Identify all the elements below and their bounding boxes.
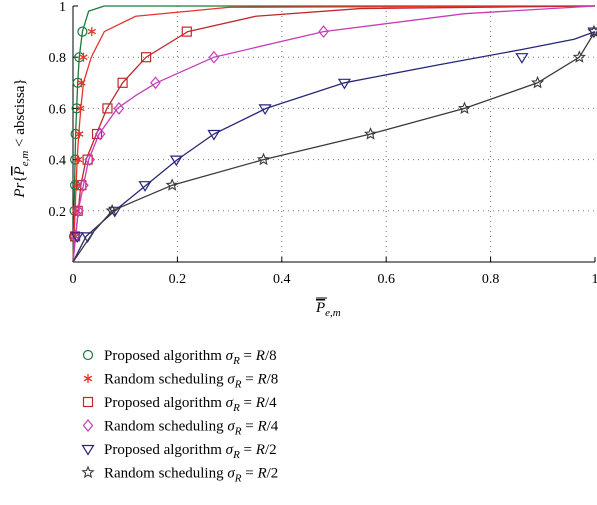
asterisk-stroke xyxy=(76,105,85,112)
y-tick-label: 0.4 xyxy=(49,154,67,169)
marker-diamond xyxy=(318,25,329,39)
marker-square xyxy=(181,26,192,37)
marker-star xyxy=(165,178,179,191)
marker-star xyxy=(81,465,95,479)
legend-item-5: Proposed algorithm σR = R/2 xyxy=(81,442,277,461)
marker-circle xyxy=(77,26,88,37)
x-axis-label: Pe,m xyxy=(315,297,341,319)
marker-asterisk xyxy=(87,27,97,37)
x-tick-label: 1 xyxy=(592,272,597,287)
series-line xyxy=(72,30,596,263)
asterisk-stroke xyxy=(75,131,84,137)
series-line xyxy=(72,5,596,263)
y-axis-label: Pr{Pe,m < abscissa} xyxy=(12,78,31,198)
legend-item-2: Random scheduling σR = R/8 xyxy=(83,372,278,391)
marker-asterisk xyxy=(83,374,93,383)
marker-diamond xyxy=(72,204,84,218)
asterisk-stroke xyxy=(87,28,97,35)
series-line xyxy=(72,5,596,263)
x-tick-label: 0.6 xyxy=(377,272,395,287)
marker-diamond xyxy=(94,127,106,141)
series-2 xyxy=(70,5,596,263)
marker-triangle xyxy=(337,78,352,90)
marker-circle xyxy=(69,154,81,165)
marker-diamond xyxy=(82,419,94,432)
series-3 xyxy=(69,5,596,263)
marker-asterisk xyxy=(79,52,88,62)
series-group xyxy=(68,5,597,263)
marker-square xyxy=(76,180,87,191)
legend-item-6: Random scheduling σR = R/2 xyxy=(81,465,278,485)
x-tick-label: 0.8 xyxy=(482,272,500,287)
marker-diamond xyxy=(150,76,161,90)
asterisk-stroke xyxy=(77,79,86,86)
series-1 xyxy=(68,5,595,263)
marker-triangle xyxy=(258,104,272,116)
legend: Proposed algorithm σR = R/8 Random schedu… xyxy=(81,348,279,485)
marker-asterisk xyxy=(76,103,85,113)
legend-label: Random scheduling σR = R/8 xyxy=(104,372,278,391)
x-tick-label: 0 xyxy=(70,272,77,287)
marker-triangle xyxy=(169,155,183,167)
marker-asterisk xyxy=(75,129,84,139)
marker-diamond xyxy=(78,178,89,192)
legend-label: Proposed algorithm σR = R/8 xyxy=(104,348,277,367)
legend-item-1: Proposed algorithm σR = R/8 xyxy=(82,348,277,367)
marker-triangle xyxy=(138,181,152,192)
legend-item-3: Proposed algorithm σR = R/4 xyxy=(82,395,277,414)
asterisk-stroke xyxy=(83,375,93,382)
marker-triangle xyxy=(207,129,221,141)
marker-diamond xyxy=(113,101,125,115)
marker-star xyxy=(530,75,545,89)
y-tick-label: 0.8 xyxy=(49,51,67,66)
marker-star xyxy=(587,24,597,38)
marker-circle xyxy=(82,349,94,361)
marker-star xyxy=(363,127,378,140)
marker-star xyxy=(256,152,271,166)
marker-diamond xyxy=(84,153,95,167)
y-tick-labels: 0.2 0.4 0.6 0.8 1 xyxy=(49,0,67,220)
x-tick-label: 0.4 xyxy=(273,272,291,287)
asterisk-stroke xyxy=(73,156,83,163)
series-6 xyxy=(72,24,597,263)
y-tick-label: 1 xyxy=(59,0,66,15)
marker-square xyxy=(102,103,113,114)
y-tick-label: 0.6 xyxy=(49,102,67,117)
asterisk-stroke xyxy=(79,54,88,61)
x-axis-label-text: Pe,m xyxy=(315,300,341,319)
marker-asterisk xyxy=(77,78,86,88)
x-tick-label: 0.2 xyxy=(169,272,187,287)
legend-label: Random scheduling σR = R/4 xyxy=(104,419,279,438)
marker-star xyxy=(572,50,586,63)
grid-lines xyxy=(73,6,595,262)
series-line xyxy=(72,31,596,263)
series-line xyxy=(72,5,595,263)
marker-diamond xyxy=(208,50,220,64)
marker-square xyxy=(117,77,128,88)
legend-label: Proposed algorithm σR = R/4 xyxy=(104,395,277,414)
axes xyxy=(72,5,596,263)
marker-triangle xyxy=(70,232,84,244)
series-line xyxy=(72,5,596,263)
series-5 xyxy=(70,27,597,263)
marker-star xyxy=(457,101,472,115)
x-tick-labels: 0 0.2 0.4 0.6 0.8 1 xyxy=(70,272,597,287)
y-axis-label-group: Pr{Pe,m < abscissa} xyxy=(12,78,31,198)
marker-square xyxy=(82,396,94,408)
legend-label: Random scheduling σR = R/2 xyxy=(104,466,278,485)
marker-triangle xyxy=(515,53,529,64)
marker-triangle xyxy=(81,444,95,456)
legend-item-4: Random scheduling σR = R/4 xyxy=(82,419,279,438)
y-axis-label-text: Pr{Pe,m < abscissa} xyxy=(12,78,31,198)
series-4 xyxy=(69,5,596,263)
y-tick-label: 0.2 xyxy=(49,205,67,220)
marker-asterisk xyxy=(73,155,83,165)
marker-square xyxy=(140,52,152,63)
marker-star xyxy=(105,203,119,217)
legend-label: Proposed algorithm σR = R/2 xyxy=(104,442,277,461)
